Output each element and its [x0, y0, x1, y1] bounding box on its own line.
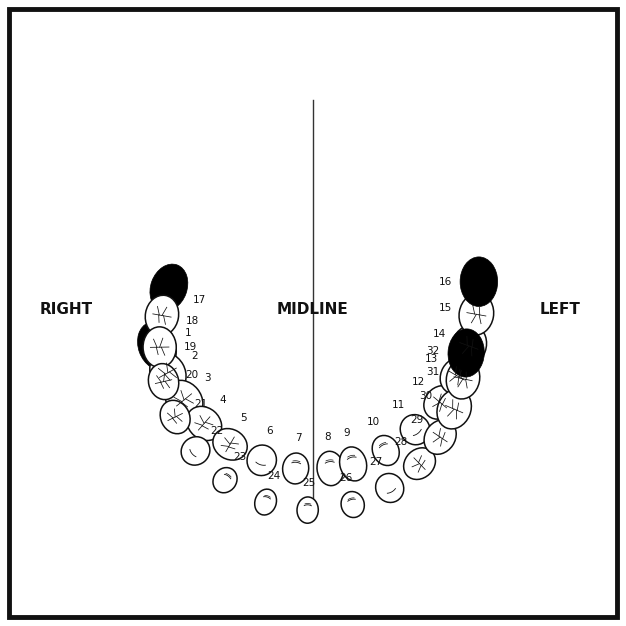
Text: 13: 13: [425, 354, 438, 364]
Text: 7: 7: [295, 433, 302, 443]
Text: 19: 19: [184, 342, 197, 352]
Ellipse shape: [145, 295, 178, 336]
Text: LEFT: LEFT: [540, 302, 581, 317]
Text: 22: 22: [210, 426, 224, 436]
Ellipse shape: [376, 473, 404, 503]
Text: 1: 1: [185, 328, 192, 338]
Text: 23: 23: [233, 452, 247, 462]
Ellipse shape: [400, 414, 430, 444]
Ellipse shape: [255, 489, 277, 515]
Ellipse shape: [459, 294, 494, 335]
Ellipse shape: [160, 400, 190, 434]
Text: 14: 14: [433, 329, 446, 339]
Text: 18: 18: [186, 316, 199, 326]
Ellipse shape: [440, 357, 473, 394]
Text: RIGHT: RIGHT: [39, 302, 92, 317]
Text: 29: 29: [410, 415, 423, 425]
Text: 9: 9: [343, 428, 349, 438]
Text: 4: 4: [219, 394, 226, 404]
Ellipse shape: [138, 322, 177, 370]
Ellipse shape: [165, 381, 203, 419]
Ellipse shape: [424, 386, 456, 419]
Text: 32: 32: [426, 346, 440, 356]
Text: 16: 16: [438, 277, 452, 287]
Text: 11: 11: [391, 400, 404, 410]
Ellipse shape: [213, 468, 237, 493]
Ellipse shape: [150, 352, 186, 393]
Text: 8: 8: [324, 432, 331, 442]
Ellipse shape: [213, 429, 247, 460]
Text: MIDLINE: MIDLINE: [277, 302, 349, 317]
Ellipse shape: [424, 420, 456, 454]
Text: 21: 21: [194, 399, 207, 409]
Text: 20: 20: [185, 369, 198, 379]
Ellipse shape: [148, 364, 179, 399]
Ellipse shape: [437, 389, 471, 429]
Text: 2: 2: [192, 351, 198, 361]
Text: 6: 6: [267, 426, 274, 436]
Text: 10: 10: [367, 417, 380, 427]
Text: 3: 3: [204, 373, 211, 383]
Text: 31: 31: [426, 367, 439, 377]
Ellipse shape: [282, 453, 309, 484]
Ellipse shape: [143, 327, 177, 367]
Ellipse shape: [187, 406, 222, 441]
Ellipse shape: [181, 437, 210, 465]
Ellipse shape: [372, 436, 399, 466]
Text: 5: 5: [240, 413, 247, 423]
Ellipse shape: [460, 257, 498, 307]
Text: 15: 15: [438, 303, 452, 313]
Ellipse shape: [446, 359, 480, 399]
Text: 28: 28: [394, 438, 407, 448]
Ellipse shape: [404, 448, 436, 480]
Ellipse shape: [247, 445, 277, 476]
Ellipse shape: [297, 497, 318, 523]
Text: 26: 26: [339, 473, 352, 483]
Text: 17: 17: [193, 295, 206, 305]
Ellipse shape: [317, 451, 344, 486]
Text: 30: 30: [419, 391, 433, 401]
Ellipse shape: [150, 264, 188, 311]
Ellipse shape: [448, 329, 485, 377]
Text: 25: 25: [302, 478, 315, 488]
Text: 12: 12: [412, 377, 426, 387]
Ellipse shape: [339, 447, 367, 481]
Ellipse shape: [341, 491, 364, 518]
Text: 24: 24: [267, 471, 280, 481]
Text: 27: 27: [369, 457, 382, 467]
Ellipse shape: [451, 326, 486, 366]
